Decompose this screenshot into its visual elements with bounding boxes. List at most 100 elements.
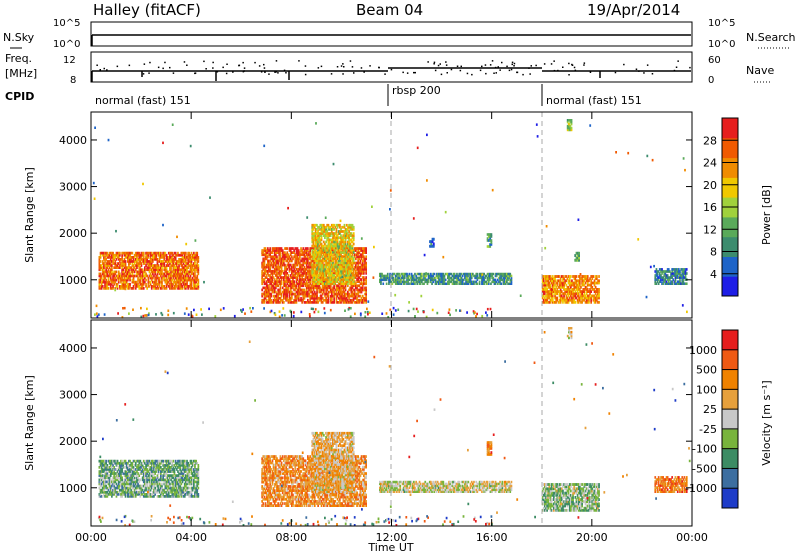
echo-cell — [318, 236, 321, 240]
echo-cell — [568, 283, 571, 287]
echo-cell — [303, 265, 306, 269]
echo-cell — [132, 260, 135, 263]
echo-cell — [170, 280, 172, 284]
echo-cell — [121, 268, 123, 272]
echo-cell — [541, 277, 544, 281]
echo-cell — [364, 288, 366, 292]
echo-cell — [340, 276, 342, 279]
echo-cell — [165, 274, 168, 278]
nave-dot — [212, 61, 214, 64]
echo-cell — [311, 301, 314, 304]
echo-cell — [355, 249, 357, 252]
echo-cell — [157, 268, 160, 272]
echo-cell — [149, 268, 152, 272]
echo-cell — [286, 294, 289, 298]
echo-cell — [654, 274, 657, 277]
echo-cell — [343, 234, 346, 237]
echo-cell — [305, 272, 308, 275]
echo-cell — [335, 265, 338, 269]
echo-cell — [503, 274, 506, 278]
echo-cell — [336, 234, 339, 237]
echo-cell — [303, 249, 306, 252]
echo-cell — [264, 249, 267, 252]
echo-cell — [308, 253, 310, 257]
echo-cell — [498, 276, 500, 280]
echo-cell — [672, 274, 675, 277]
echo-cell — [195, 287, 197, 290]
echo-cell — [148, 251, 151, 255]
echo-cell — [542, 275, 545, 278]
echo-cell — [147, 264, 150, 267]
echo-cell — [103, 253, 105, 257]
echo-cell — [268, 249, 270, 252]
echo-cell — [136, 280, 138, 284]
echo-cell — [492, 276, 495, 280]
echo-cell — [316, 247, 318, 250]
echo-cell — [549, 275, 552, 278]
echo-cell — [324, 251, 326, 254]
echo-cell — [187, 256, 189, 259]
echo-cell — [579, 277, 581, 281]
echo-cell — [321, 269, 324, 273]
echo-cell — [267, 284, 269, 288]
echo-cell — [325, 292, 327, 296]
echo-cell — [456, 272, 458, 276]
echo-cell — [345, 247, 348, 250]
echo-cell — [329, 244, 332, 248]
echo-cell — [305, 284, 308, 288]
echo-cell — [140, 253, 143, 257]
echo-cell — [153, 256, 155, 259]
echo-cell — [278, 253, 281, 257]
echo-cell — [324, 255, 326, 258]
echo-cell — [271, 255, 274, 259]
echo-cell — [318, 288, 321, 292]
echo-cell — [105, 278, 107, 282]
echo-cell — [281, 257, 284, 261]
echo-cell — [558, 281, 561, 285]
echo-cell — [350, 278, 353, 281]
echo-cell — [316, 257, 318, 260]
echo-cell — [341, 284, 343, 288]
nave-dot — [677, 60, 679, 62]
echo-cell — [305, 257, 308, 261]
echo-cell — [160, 253, 162, 257]
echo-cell — [171, 287, 174, 290]
echo-cell — [278, 288, 281, 292]
nave-dot — [460, 65, 462, 68]
echo-cell — [268, 278, 270, 281]
echo-cell — [317, 280, 319, 283]
echo-cell — [288, 292, 291, 296]
echo-cell — [132, 264, 135, 267]
echo-cell — [272, 290, 275, 294]
echo-cell — [544, 283, 546, 287]
echo-cell — [574, 300, 577, 304]
echo-cell — [360, 278, 363, 281]
echo-cell — [194, 276, 196, 280]
echo-cell — [321, 225, 324, 229]
echo-cell — [170, 266, 172, 269]
echo-cell — [544, 290, 546, 293]
echo-cell — [311, 236, 314, 240]
echo-cell — [174, 251, 177, 255]
echo-cell — [103, 266, 105, 269]
echo-cell — [438, 282, 440, 285]
echo-cell — [309, 301, 311, 304]
echo-cell — [279, 282, 282, 286]
echo-cell — [115, 251, 118, 255]
echo-cell — [418, 276, 421, 280]
echo-cell — [541, 290, 544, 293]
echo-cell — [325, 290, 327, 294]
echo-cell — [413, 274, 415, 278]
echo-cell — [337, 261, 340, 265]
echo-cell — [541, 296, 544, 300]
echo-cell — [332, 228, 334, 231]
echo-cell — [310, 301, 313, 304]
echo-cell — [320, 236, 323, 240]
echo-cell — [313, 259, 316, 263]
echo-cell — [108, 270, 111, 274]
echo-cell — [680, 282, 682, 285]
echo-cell — [136, 253, 138, 257]
echo-cell — [283, 259, 285, 263]
echo-cell — [283, 296, 285, 300]
echo-cell — [350, 267, 353, 271]
